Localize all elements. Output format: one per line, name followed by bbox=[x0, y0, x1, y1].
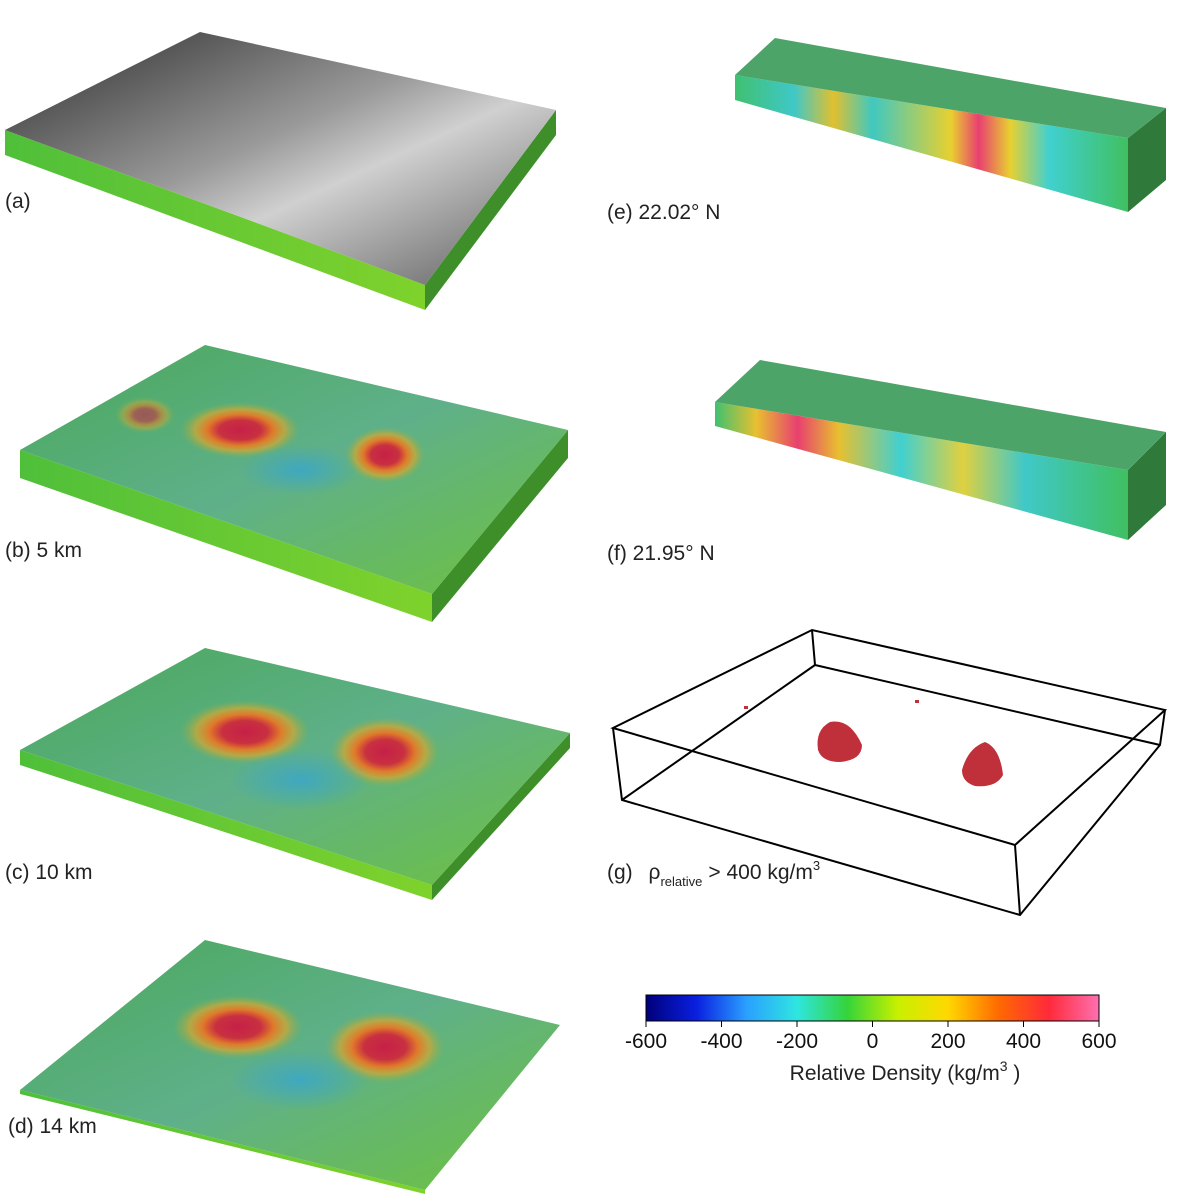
superscript: 3 bbox=[1000, 1058, 1008, 1074]
colorbar-title: Relative Density (kg/m bbox=[790, 1062, 1000, 1085]
panel-b bbox=[20, 345, 568, 622]
panel-e bbox=[735, 38, 1166, 212]
tick-label: -600 bbox=[625, 1030, 667, 1053]
panel-label: (g) ρrelative > 400 kg/m3 bbox=[607, 858, 820, 889]
panel-label: (c) 10 km bbox=[5, 861, 93, 884]
symbol: ρ bbox=[649, 861, 661, 884]
superscript: 3 bbox=[813, 858, 820, 873]
panel-label: (e) 22.02° N bbox=[607, 201, 720, 224]
colorbar-bar bbox=[645, 994, 1100, 1022]
panel-a bbox=[5, 32, 556, 310]
condition: > 400 kg/m bbox=[708, 861, 812, 884]
colorbar: -600 -400 -200 0 200 400 600 bbox=[625, 994, 1117, 1053]
tick-label: 200 bbox=[930, 1030, 965, 1053]
panel-label: (b) 5 km bbox=[5, 539, 82, 562]
panel-label: (a) bbox=[5, 190, 31, 213]
panel-label: (d) 14 km bbox=[8, 1115, 97, 1138]
panel-label: (f) 21.95° N bbox=[607, 542, 715, 565]
colorbar-title: Relative Density (kg/m3 ) bbox=[790, 1058, 1021, 1085]
tick-label: -400 bbox=[700, 1030, 742, 1053]
panel-f bbox=[715, 360, 1166, 540]
tick-label: 600 bbox=[1081, 1030, 1116, 1053]
colorbar-title: ) bbox=[1008, 1062, 1021, 1085]
tick-label: 0 bbox=[867, 1030, 879, 1053]
tick-label: 400 bbox=[1006, 1030, 1041, 1053]
panel-d bbox=[20, 940, 560, 1194]
panel-c bbox=[20, 648, 570, 900]
tick-label: -200 bbox=[776, 1030, 818, 1053]
panel-g bbox=[610, 628, 1168, 917]
panel-label: (g) bbox=[607, 861, 633, 884]
subscript: relative bbox=[660, 874, 702, 889]
